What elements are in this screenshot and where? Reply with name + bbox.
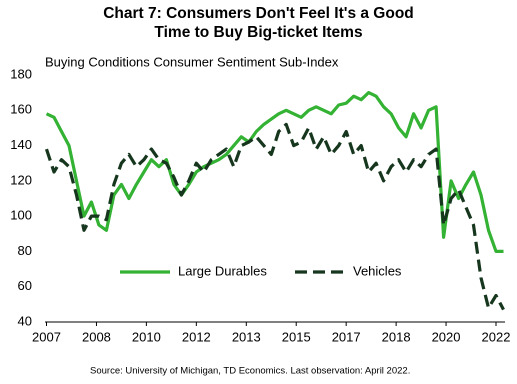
x-tick-label: 2022 (482, 329, 511, 344)
series-line (44, 122, 505, 311)
y-tick-label: 100 (10, 208, 32, 223)
x-tick-label: 2013 (232, 329, 261, 344)
title-box: Chart 7: Consumers Don't Feel It's a Goo… (0, 4, 517, 42)
x-tick-label: 2017 (332, 329, 361, 344)
x-tick-label: 2007 (32, 329, 61, 344)
chart-subtitle: Buying Conditions Consumer Sentiment Sub… (45, 54, 339, 69)
x-tick-label: 2020 (432, 329, 461, 344)
x-tick-label: 2010 (132, 329, 161, 344)
source-note: Source: University of Michigan, TD Econo… (90, 366, 410, 377)
x-tick-label: 2008 (82, 329, 111, 344)
y-tick-label: 40 (18, 313, 32, 328)
x-tick-label: 2012 (182, 329, 211, 344)
legend-label: Vehicles (353, 263, 402, 278)
y-tick-label: 180 (10, 66, 32, 81)
legend-label: Large Durables (178, 263, 267, 278)
x-tick-label: 2018 (382, 329, 411, 344)
y-tick-label: 60 (18, 278, 32, 293)
y-tick-label: 160 (10, 102, 32, 117)
x-tick-label: 2015 (282, 329, 311, 344)
y-tick-label: 80 (18, 243, 32, 258)
series-line (45, 91, 504, 253)
y-tick-label: 140 (10, 137, 32, 152)
y-tick-label: 120 (10, 172, 32, 187)
chart-title: Chart 7: Consumers Don't Feel It's a Goo… (103, 5, 414, 41)
